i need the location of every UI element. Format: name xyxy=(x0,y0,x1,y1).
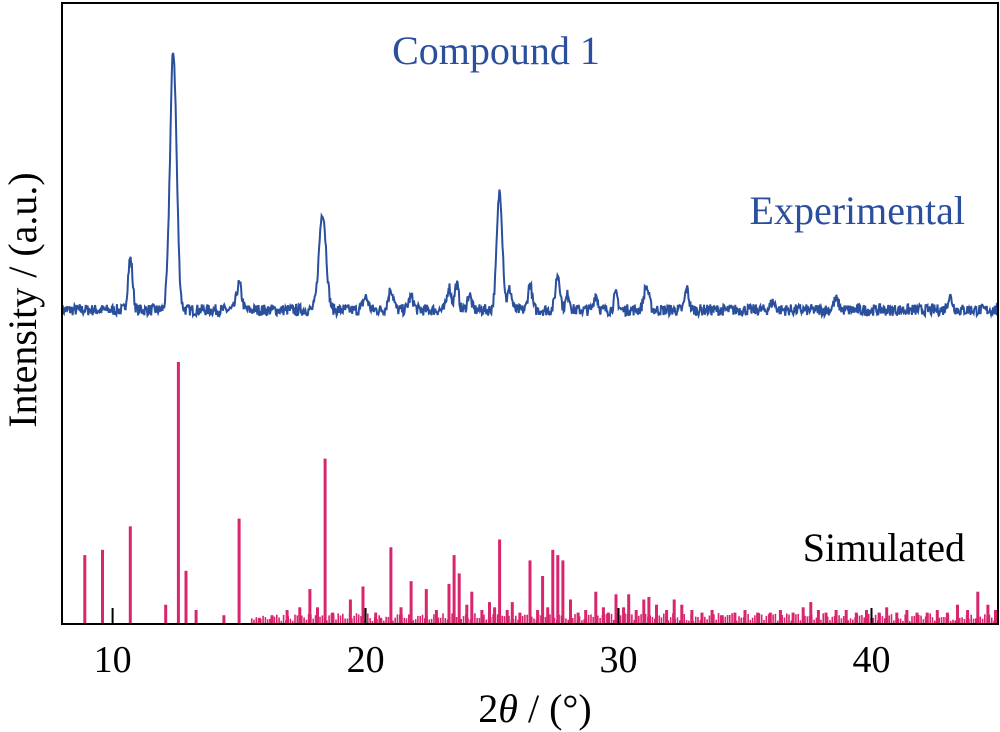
x-axis-label: 2θ / (°) xyxy=(478,686,591,731)
x-axis-label-suffix: / (°) xyxy=(518,686,592,731)
legend-experimental: Experimental xyxy=(750,188,965,233)
x-tick-label: 10 xyxy=(94,639,132,681)
x-tick-label: 30 xyxy=(600,639,638,681)
x-axis-label-theta: θ xyxy=(498,686,518,731)
y-axis-label: Intensity / (a.u.) xyxy=(0,172,45,428)
x-tick-label: 20 xyxy=(347,639,385,681)
chart-title: Compound 1 xyxy=(392,28,600,73)
x-axis-ticks: 10 20 30 40 xyxy=(94,608,891,681)
experimental-line xyxy=(61,52,999,320)
experimental-series xyxy=(61,52,999,320)
x-tick-label: 40 xyxy=(853,639,891,681)
x-axis-label-prefix: 2 xyxy=(478,686,498,731)
plot-frame xyxy=(61,2,999,625)
legend-simulated: Simulated xyxy=(803,525,965,570)
simulated-sticks xyxy=(83,362,998,623)
